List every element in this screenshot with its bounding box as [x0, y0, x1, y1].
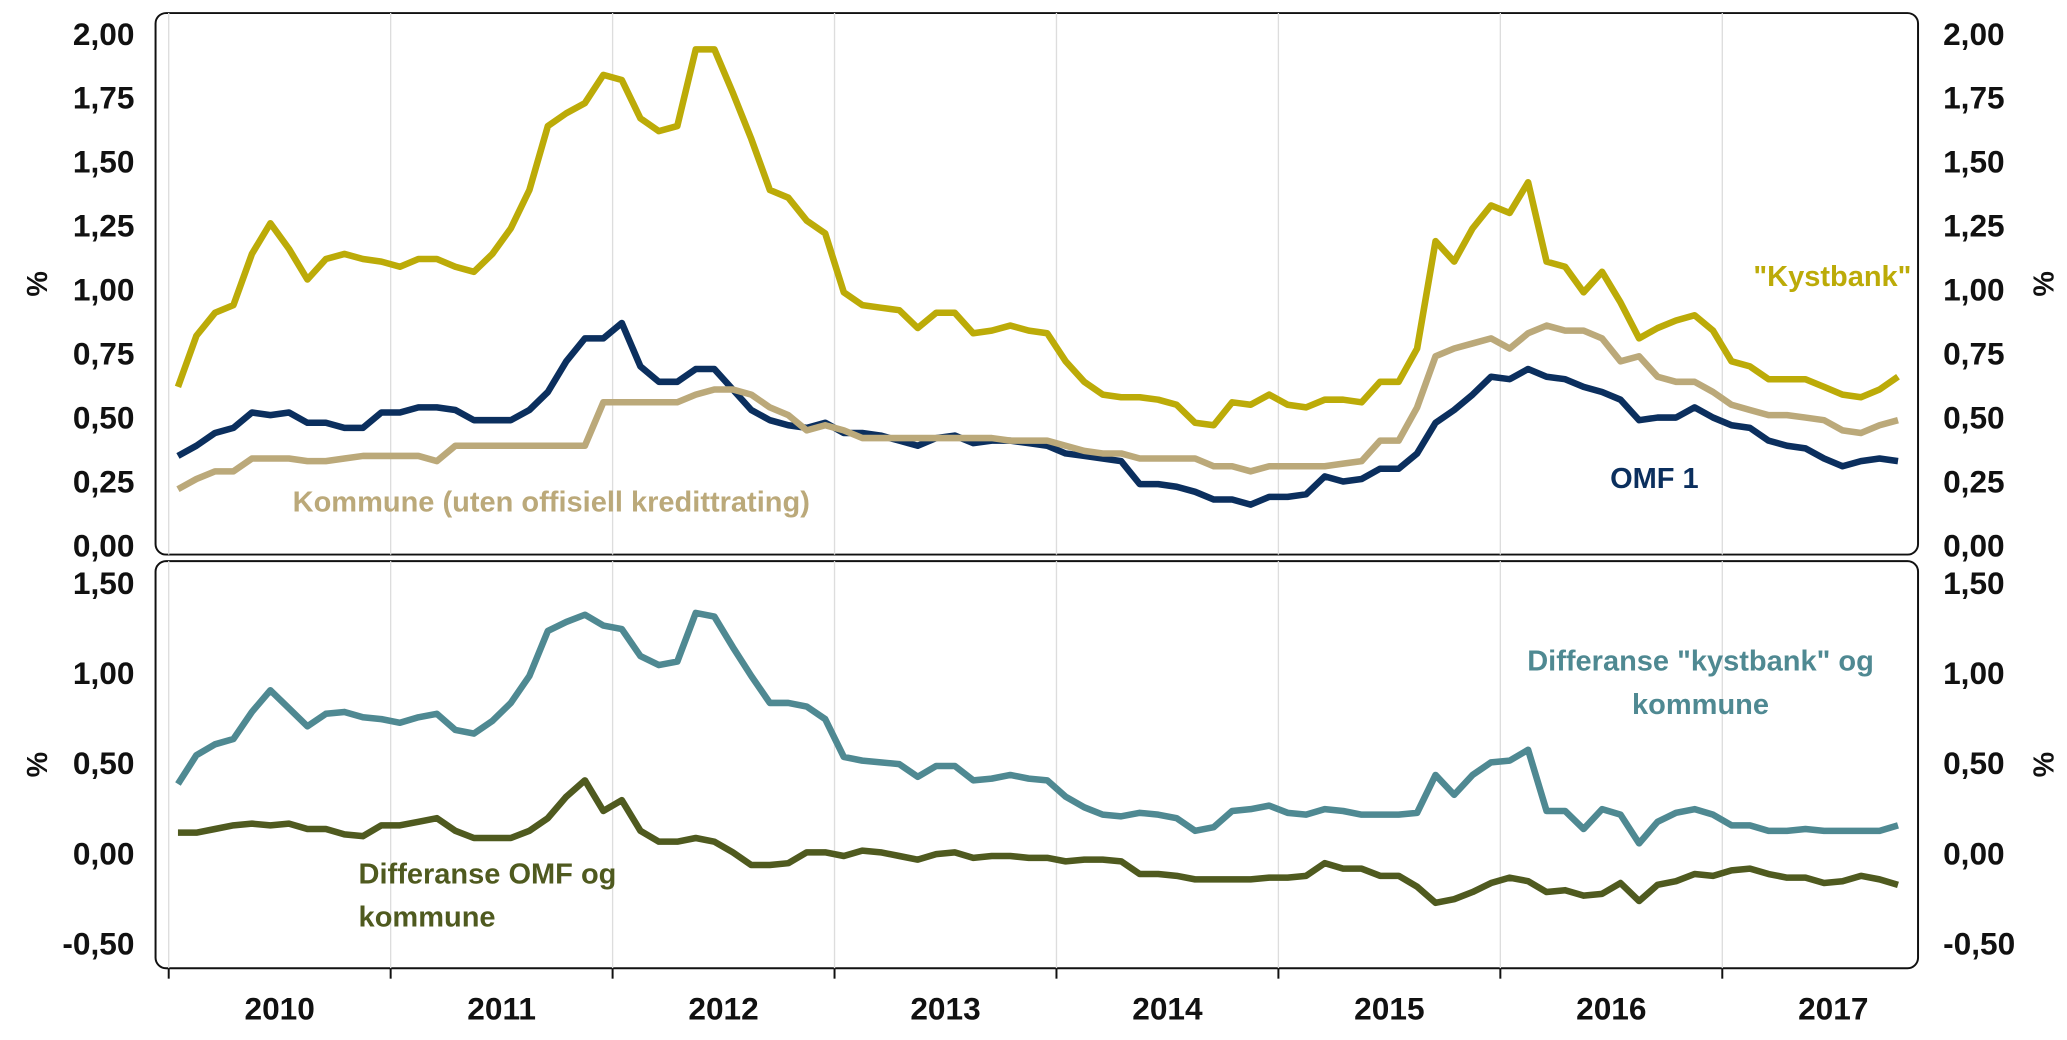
- y2-tick-label: 0,00: [1943, 528, 2005, 563]
- x-tick-label: 2010: [244, 992, 314, 1027]
- series-line: [174, 46, 1900, 429]
- y-tick-label: 1,25: [73, 209, 135, 244]
- x-tick-label: 2013: [910, 992, 980, 1027]
- y2-tick-label: 0,25: [1943, 465, 2005, 500]
- y2-tick-label: 0,75: [1943, 337, 2005, 372]
- y-tick-label: 0,25: [73, 465, 135, 500]
- series-label-box: Differanse OMF og kommune: [358, 857, 617, 933]
- y2-tick-label: 0,50: [1943, 746, 2005, 781]
- y-tick-label: 1,75: [73, 81, 135, 116]
- series-label-box: Kommune (uten offisiell kredittrating): [292, 485, 810, 519]
- y-tick-label: 0,75: [73, 337, 135, 372]
- y2-tick-label: 2,00: [1943, 17, 2005, 52]
- y-tick-label: 0,00: [73, 836, 135, 871]
- x-tick-label: 2012: [688, 992, 758, 1027]
- y2-tick-label: 1,00: [1943, 656, 2005, 691]
- series-label: Differanse "kystbank" og kommune: [1527, 644, 1874, 721]
- panel-frame: [154, 560, 1920, 970]
- y-axis-label: %: [22, 752, 54, 778]
- y-axis-label: %: [22, 271, 54, 297]
- y2-tick-label: -0,50: [1943, 926, 2015, 961]
- y2-axis-label: %: [2028, 271, 2060, 297]
- y-tick-label: 0,50: [73, 746, 135, 781]
- x-tick-label: 2014: [1132, 992, 1203, 1027]
- y2-tick-label: 0,50: [1943, 401, 2005, 436]
- panel-frame: [154, 12, 1920, 556]
- series-label: "Kystbank": [1753, 259, 1912, 293]
- series-label: OMF 1: [1610, 461, 1699, 495]
- y2-tick-label: 1,25: [1943, 209, 2005, 244]
- series-line: [176, 319, 1899, 508]
- y-tick-label: 2,00: [73, 17, 135, 52]
- series-label-box: "Kystbank": [1753, 259, 1912, 293]
- y2-tick-label: 1,50: [1943, 145, 2005, 180]
- y-tick-label: 1,00: [73, 656, 135, 691]
- series-line: [175, 609, 1899, 847]
- y-tick-label: 1,50: [73, 566, 135, 601]
- y2-tick-label: 1,75: [1943, 81, 2005, 116]
- series-label-box: Differanse "kystbank" og kommune: [1527, 644, 1874, 721]
- y-tick-label: 0,50: [73, 401, 135, 436]
- y2-axis-label: %: [2028, 752, 2060, 778]
- y2-tick-label: 0,00: [1943, 836, 2005, 871]
- x-tick-label: 2017: [1798, 992, 1868, 1027]
- series-line: [176, 322, 1899, 493]
- y2-tick-label: 1,50: [1943, 566, 2005, 601]
- y-tick-label: 0,00: [73, 528, 135, 563]
- y-tick-label: 1,00: [73, 273, 135, 308]
- x-tick-label: 2016: [1576, 992, 1646, 1027]
- series-label: Kommune (uten offisiell kredittrating): [292, 485, 810, 519]
- x-tick-label: 2015: [1354, 992, 1424, 1027]
- series-label: Differanse OMF og kommune: [358, 857, 617, 933]
- series-label-box: OMF 1: [1610, 461, 1699, 495]
- y2-tick-label: 1,00: [1943, 273, 2005, 308]
- y-tick-label: -0,50: [62, 926, 134, 961]
- y-tick-label: 1,50: [73, 145, 135, 180]
- x-tick-label: 2011: [467, 992, 536, 1027]
- series-line: [177, 777, 1899, 907]
